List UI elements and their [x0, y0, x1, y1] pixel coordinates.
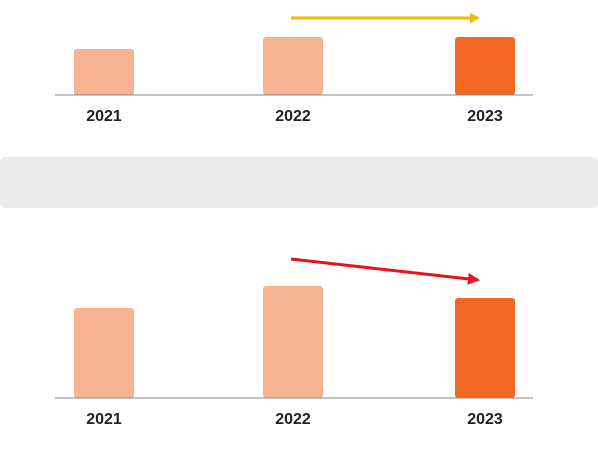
x-tick-label: 2023 [467, 411, 503, 428]
x-tick-label: 2022 [275, 108, 311, 125]
bar [74, 49, 134, 95]
trend-arrow [290, 257, 480, 285]
x-tick-label: 2022 [275, 411, 311, 428]
separator-band [0, 157, 598, 208]
bar [455, 298, 515, 398]
x-tick-label: 2021 [86, 411, 122, 428]
bar [455, 37, 515, 95]
x-tick-label: 2021 [86, 108, 122, 125]
bar [263, 37, 323, 95]
bar [263, 286, 323, 398]
bar [74, 308, 134, 398]
x-tick-label: 2023 [467, 108, 503, 125]
